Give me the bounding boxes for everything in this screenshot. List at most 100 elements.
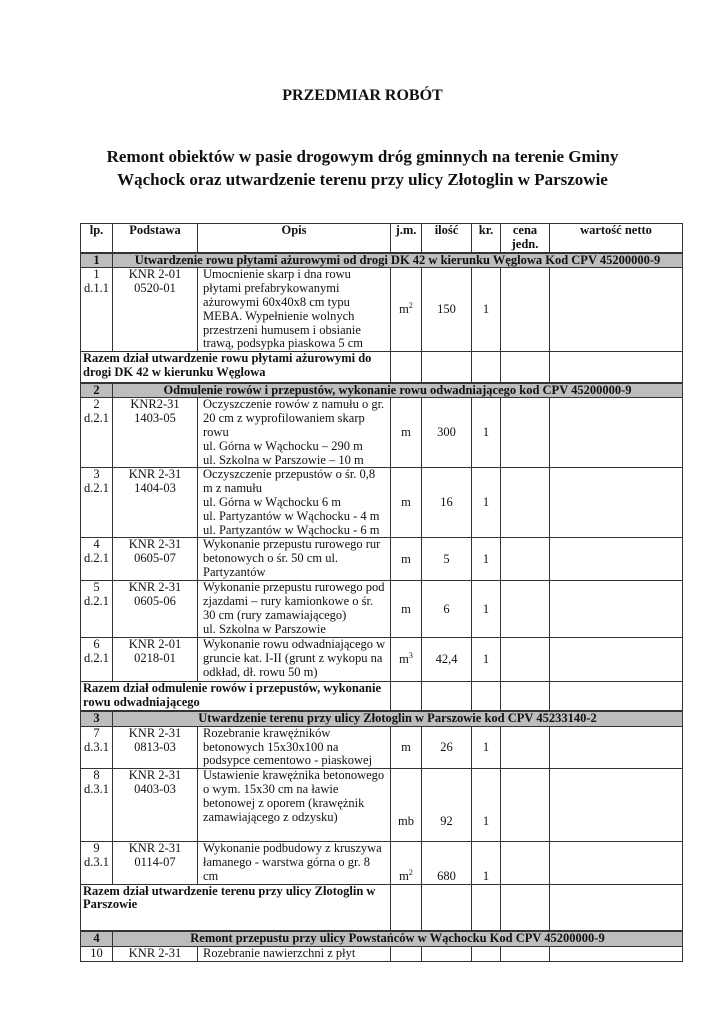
- item-lp: 9: [93, 841, 100, 856]
- item-unit: m: [401, 551, 411, 566]
- header-cena: cena jedn.: [500, 222, 550, 254]
- section-number: 1: [80, 251, 113, 269]
- item-number-cell: 3 d.2.1: [80, 467, 113, 539]
- total-value-cell: [549, 681, 683, 712]
- item-unit-price-cell: [500, 768, 550, 843]
- item-basis-cell: KNR 2-31 0114-07: [112, 841, 198, 885]
- item-unit-price-cell: [500, 580, 550, 639]
- item-basis-position: 0114-07: [134, 855, 176, 870]
- section-header-row: 2 Odmulenie rowów i przepustów, wykonanie…: [80, 381, 683, 399]
- item-division: d.3.1: [84, 782, 109, 797]
- header-opis: Opis: [197, 222, 391, 254]
- item-lp: 6: [93, 637, 100, 652]
- item-unit-cell: m: [390, 537, 422, 582]
- item-division: d.3.1: [84, 739, 109, 754]
- item-basis-cell: KNR 2-31 0605-06: [112, 580, 198, 639]
- item-unit: m: [401, 601, 411, 616]
- item-description: Oczyszczenie rowów z namułu o gr. 20 cm …: [197, 397, 391, 469]
- item-unit: m: [401, 495, 411, 510]
- item-basis-catalog: KNR 2-31: [128, 841, 182, 856]
- item-unit-cell: m: [390, 397, 422, 469]
- table-row: 9 d.3.1 KNR 2-31 0114-07 Wykonanie podbudowy…: [80, 841, 683, 885]
- item-number-cell: 9 d.3.1: [80, 841, 113, 885]
- item-net-value-cell: [549, 267, 683, 353]
- header-kr: kr.: [471, 222, 501, 254]
- total-unit-cell: [390, 883, 422, 932]
- item-description: Wykonanie rowu odwadniającego w gruncie …: [197, 637, 391, 683]
- item-basis-catalog: KNR 2-31: [128, 580, 182, 595]
- header-lp: lp.: [80, 222, 113, 254]
- item-division: d.3.1: [84, 855, 109, 870]
- item-basis-cell: KNR 2-01 0520-01: [112, 267, 198, 353]
- item-description: Rozebranie krawężników betonowych 15x30x…: [197, 725, 391, 770]
- item-number-cell: 2 d.2.1: [80, 397, 113, 469]
- total-kr-cell: [471, 681, 501, 712]
- item-division: d.2.1: [84, 551, 109, 566]
- item-basis-position: 0403-03: [134, 782, 176, 797]
- item-lp: 4: [93, 537, 100, 552]
- total-price-cell: [500, 883, 550, 932]
- item-net-value-cell: [549, 580, 683, 639]
- table-row: 7 d.3.1 KNR 2-31 0813-03 Rozebranie krawężni…: [80, 725, 683, 770]
- item-basis-cell: KNR 2-31 1404-03: [112, 467, 198, 539]
- item-description: Oczyszczenie przepustów o śr. 0,8 m z na…: [197, 467, 391, 539]
- total-qty-cell: [421, 681, 472, 712]
- item-unit-cell: m: [390, 467, 422, 539]
- table-row: 10 KNR 2-31 Rozebranie nawierzchni z płyt: [80, 945, 683, 962]
- item-quantity: 300: [421, 397, 472, 469]
- header-jm: j.m.: [390, 222, 422, 254]
- item-basis-position: 0218-01: [134, 651, 176, 666]
- item-kr: 1: [471, 397, 501, 469]
- item-lp: 1: [93, 267, 100, 282]
- section-title: Utwardzenie rowu płytami ażurowymi od dr…: [112, 251, 683, 269]
- item-quantity: 26: [421, 725, 472, 770]
- item-basis-position: 0520-01: [134, 281, 176, 296]
- item-basis-position: 1404-03: [134, 481, 176, 496]
- item-basis-catalog: KNR2-31: [130, 397, 180, 412]
- item-description: Wykonanie przepustu rurowego rur betonow…: [197, 537, 391, 582]
- total-price-cell: [500, 351, 550, 384]
- item-lp: 10: [90, 945, 103, 960]
- total-value-cell: [549, 351, 683, 384]
- item-basis-catalog: KNR 2-31: [128, 768, 182, 783]
- item-unit: m: [399, 301, 409, 316]
- section-title: Odmulenie rowów i przepustów, wykonanie …: [112, 381, 683, 399]
- header-podstawa: Podstawa: [112, 222, 198, 254]
- item-unit-cell: m2: [390, 267, 422, 353]
- item-unit-exponent: 3: [408, 650, 413, 660]
- bill-of-quantities-table: lp. Podstawa Opis j.m. ilość kr. cena je…: [80, 222, 683, 962]
- item-kr: 1: [471, 580, 501, 639]
- section-total-label: Razem dział utwardzenie rowu płytami ażu…: [80, 351, 391, 384]
- document-title: PRZEDMIAR ROBÓT: [282, 87, 443, 104]
- section-number: 4: [80, 930, 113, 947]
- table-row: 4 d.2.1 KNR 2-31 0605-07 Wykonanie przepustu…: [80, 537, 683, 582]
- item-basis-position: 0605-06: [134, 594, 176, 609]
- item-basis-cell: KNR 2-31 0403-03: [112, 768, 198, 843]
- section-total-row: Razem dział odmulenie rowów i przepustów…: [80, 681, 683, 712]
- item-number-cell: 7 d.3.1: [80, 725, 113, 770]
- item-number-cell: 5 d.2.1: [80, 580, 113, 639]
- item-basis-position: 0605-07: [134, 551, 176, 566]
- item-unit: mb: [398, 814, 414, 829]
- item-quantity: 5: [421, 537, 472, 582]
- item-unit-exponent: 2: [408, 867, 413, 877]
- item-quantity: 42,4: [421, 637, 472, 683]
- item-net-value-cell: [549, 397, 683, 469]
- item-basis-cell: KNR2-31 1403-05: [112, 397, 198, 469]
- item-kr: 1: [471, 467, 501, 539]
- item-lp: 5: [93, 580, 100, 595]
- total-kr-cell: [471, 883, 501, 932]
- section-header-row: 3 Utwardzenie terenu przy ulicy Złotoglin…: [80, 710, 683, 727]
- item-unit: m: [401, 739, 411, 754]
- item-kr: 1: [471, 725, 501, 770]
- item-unit-cell: m3: [390, 637, 422, 683]
- item-kr: 1: [471, 841, 501, 885]
- total-qty-cell: [421, 883, 472, 932]
- item-description: Ustawienie krawężnika betonowego o wym. …: [197, 768, 391, 843]
- item-division: d.1.1: [84, 281, 109, 296]
- section-total-row: Razem dział utwardzenie terenu przy ulic…: [80, 883, 683, 932]
- item-basis-cell: KNR 2-31 0605-07: [112, 537, 198, 582]
- item-unit-cell: [390, 945, 422, 962]
- item-division: d.2.1: [84, 651, 109, 666]
- item-division: d.2.1: [84, 481, 109, 496]
